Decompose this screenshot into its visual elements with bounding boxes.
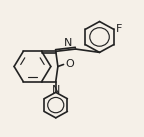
Text: O: O [66,59,74,69]
Text: F: F [116,24,122,34]
Text: N: N [64,38,73,48]
Text: N: N [52,85,61,95]
